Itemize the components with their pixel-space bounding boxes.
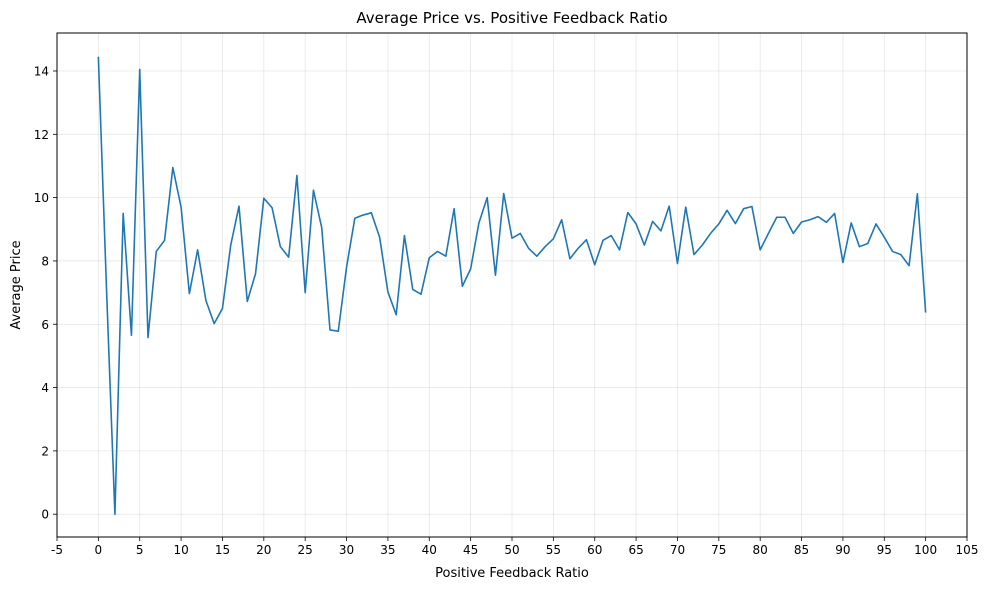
x-tick-label: 60 <box>587 543 602 557</box>
y-axis: 0 2 4 6 8 10 12 14 <box>34 64 57 522</box>
x-tick-label: 15 <box>215 543 230 557</box>
x-tick-label: 0 <box>95 543 103 557</box>
y-tick-label: 10 <box>34 191 49 205</box>
x-tick-label: 75 <box>711 543 726 557</box>
y-tick-label: 8 <box>41 254 49 268</box>
x-tick-label: 10 <box>173 543 188 557</box>
x-tick-label: 95 <box>877 543 892 557</box>
x-tick-label: 55 <box>546 543 561 557</box>
x-tick-label: 65 <box>628 543 643 557</box>
y-tick-label: 12 <box>34 128 49 142</box>
y-tick-label: 14 <box>34 64 49 78</box>
x-tick-label: 90 <box>835 543 850 557</box>
x-tick-label: 85 <box>794 543 809 557</box>
y-tick-label: 0 <box>41 508 49 522</box>
series-line <box>97 56 927 516</box>
x-tick-label: 105 <box>956 543 979 557</box>
x-tick-label: 30 <box>339 543 354 557</box>
x-tick-label: 100 <box>914 543 937 557</box>
x-tick-label: 50 <box>504 543 519 557</box>
chart-title: Average Price vs. Positive Feedback Rati… <box>356 9 667 27</box>
x-tick-label: 20 <box>256 543 271 557</box>
x-tick-label: 40 <box>422 543 437 557</box>
y-tick-label: 2 <box>41 444 49 458</box>
y-tick-label: 4 <box>41 381 49 395</box>
x-tick-label: 25 <box>298 543 313 557</box>
x-axis: -5 0 5 10 15 20 25 30 35 40 45 50 55 60 65 70 75 80 85 90 95… <box>51 537 978 557</box>
y-tick-label: 6 <box>41 318 49 332</box>
x-tick-label: -5 <box>51 543 63 557</box>
x-tick-label: 70 <box>670 543 685 557</box>
x-tick-label: 35 <box>380 543 395 557</box>
x-tick-label: 5 <box>136 543 144 557</box>
x-tick-label: 80 <box>753 543 768 557</box>
x-tick-label: 45 <box>463 543 478 557</box>
y-axis-title: Average Price <box>9 240 24 329</box>
series-layer <box>97 56 927 516</box>
x-axis-title: Positive Feedback Ratio <box>435 566 589 581</box>
